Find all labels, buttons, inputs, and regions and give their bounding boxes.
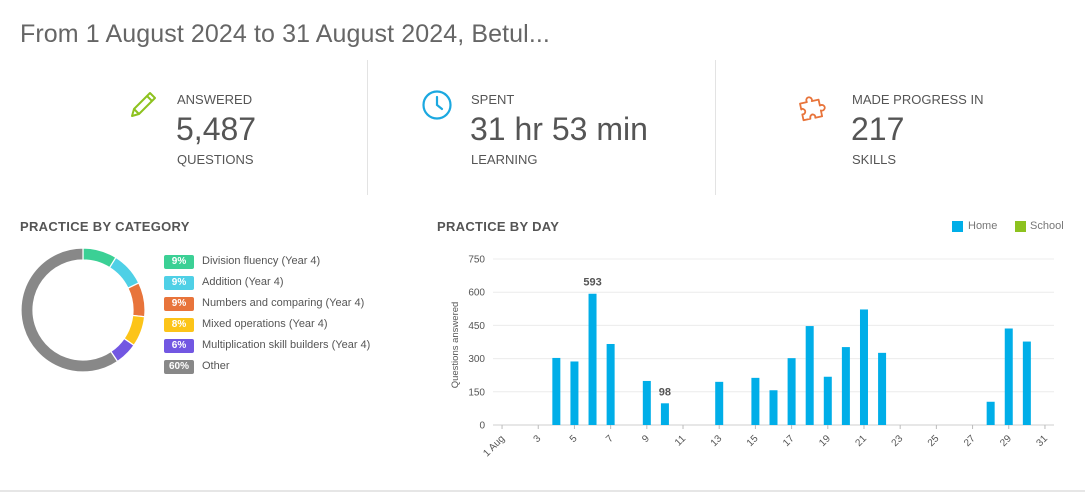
x-tick-label: 15 [745,433,761,449]
day-bar[interactable] [1004,328,1013,425]
stat-answered: ANSWERED 5,487 QUESTIONS [0,60,367,195]
stat-answered-value: 5,487 [176,111,257,147]
day-bar[interactable] [787,358,796,425]
day-bar[interactable] [1022,341,1031,425]
category-legend-item: 9% Division fluency (Year 4) [164,254,404,270]
category-legend-item: 9% Addition (Year 4) [164,275,404,291]
category-label: Mixed operations (Year 4) [202,318,328,330]
day-bar[interactable] [878,352,887,425]
category-percent-badge: 9% [164,276,194,290]
category-percent-badge: 9% [164,297,194,311]
day-bar[interactable] [552,357,561,425]
legend-school[interactable]: School [1015,219,1075,233]
stat-answered-unit: QUESTIONS [177,152,254,167]
clock-icon [422,90,452,120]
legend-home-label: Home [968,220,998,232]
x-tick-label: 5 [568,433,580,445]
page-title: From 1 August 2024 to 31 August 2024, Be… [20,20,550,48]
y-tick-label: 750 [468,255,485,266]
x-tick-label: 19 [817,433,833,449]
x-tick-label: 25 [926,433,942,449]
category-section-title: PRACTICE BY CATEGORY [20,219,190,234]
day-bar[interactable] [751,377,760,425]
day-bar[interactable] [660,403,669,425]
y-tick-label: 0 [479,421,485,432]
day-bar-chart: 0 150 300 450 600 750 Questions answered 1 Aug 3… [450,255,1054,459]
category-label: Other [202,360,230,372]
legend-home-swatch [952,221,963,232]
category-legend-item: 8% Mixed operations (Year 4) [164,317,404,333]
category-legend-item: 60% Other [164,359,404,375]
day-section-title: PRACTICE BY DAY [437,219,560,234]
y-tick-label: 600 [468,288,485,299]
stat-spent-unit: LEARNING [471,152,538,167]
legend-school-swatch [1015,221,1026,232]
y-tick-label: 150 [468,387,485,398]
category-label: Numbers and comparing (Year 4) [202,297,365,309]
category-legend-item: 9% Numbers and comparing (Year 4) [164,296,404,312]
x-tick-label: 9 [640,433,652,445]
category-percent-badge: 8% [164,318,194,332]
x-tick-label: 13 [709,433,725,449]
x-tick-label: 7 [604,433,616,445]
stat-spent: SPENT 31 hr 53 min LEARNING [368,60,715,195]
stat-divider [367,60,368,195]
x-tick-label: 21 [853,433,869,449]
category-legend-item: 6% Multiplication skill builders (Year 4… [164,338,404,354]
legend-home[interactable]: Home [952,219,1012,233]
stat-skills-value: 217 [851,111,905,147]
donut-slice[interactable] [108,256,140,290]
day-bar[interactable] [859,309,868,425]
donut-slice[interactable] [20,247,119,373]
puzzle-icon [799,96,826,122]
bar-data-label: 98 [659,386,671,398]
day-bar[interactable] [588,293,597,425]
x-tick-label: 1 Aug [481,433,507,459]
day-bar[interactable] [606,343,615,425]
day-bar[interactable] [715,381,724,425]
category-percent-badge: 60% [164,360,194,374]
x-tick-label: 11 [673,433,688,448]
category-label: Addition (Year 4) [202,276,284,288]
stat-spent-label: SPENT [471,92,515,107]
x-tick-label: 29 [998,433,1014,449]
stat-skills: MADE PROGRESS IN 217 SKILLS [716,60,1085,195]
y-tick-label: 450 [468,321,485,332]
category-label: Division fluency (Year 4) [202,255,321,267]
category-percent-badge: 6% [164,339,194,353]
category-percent-badge: 9% [164,255,194,269]
stat-skills-label: MADE PROGRESS IN [852,92,984,107]
day-bar[interactable] [769,390,778,425]
x-tick-label: 31 [1034,433,1050,449]
category-donut-chart [20,247,146,373]
x-tick-label: 17 [781,433,797,449]
stat-answered-label: ANSWERED [177,92,253,107]
x-tick-label: 3 [532,433,544,445]
day-bar[interactable] [805,326,814,425]
day-bar[interactable] [570,361,579,425]
stat-divider [715,60,716,195]
bar-data-label: 593 [583,277,601,289]
day-bar[interactable] [986,401,995,425]
stat-spent-value: 31 hr 53 min [470,111,648,147]
category-label: Multiplication skill builders (Year 4) [202,339,371,351]
stat-skills-unit: SKILLS [852,152,897,167]
pencil-icon [131,92,156,117]
y-tick-label: 300 [468,354,485,365]
day-bar[interactable] [841,347,850,425]
y-axis-label: Questions answered [450,302,461,389]
x-tick-label: 27 [962,433,978,449]
day-bar[interactable] [642,380,651,425]
stats-row: ANSWERED 5,487 QUESTIONS SPENT 31 hr 53 … [0,60,1085,195]
day-bar[interactable] [823,376,832,425]
x-tick-label: 23 [890,433,906,449]
donut-slice[interactable] [127,282,146,318]
legend-school-label: School [1030,220,1064,232]
